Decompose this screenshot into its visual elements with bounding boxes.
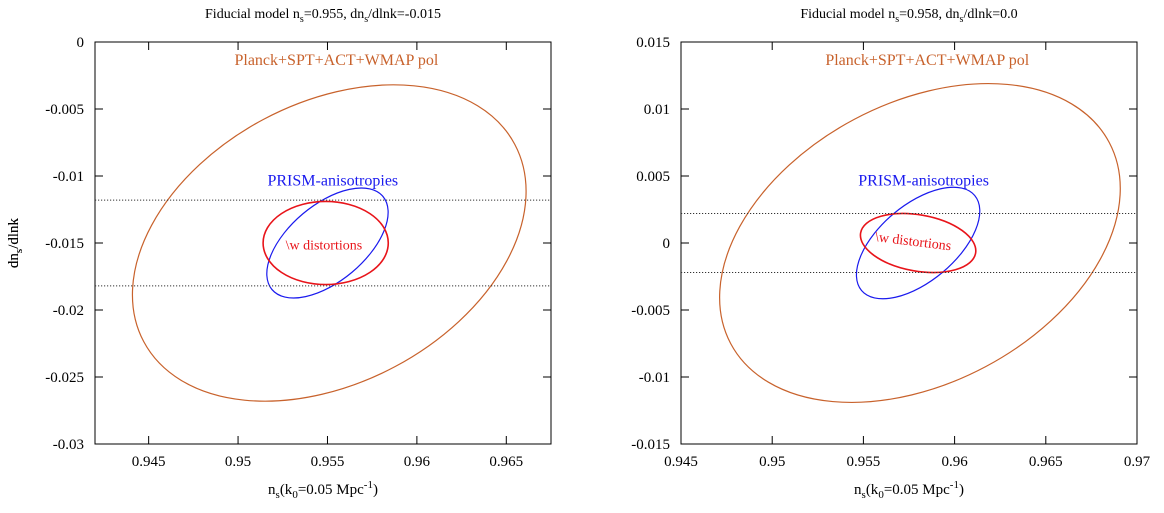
ellipse-planck-spt-act-wmap-pol-label: Planck+SPT+ACT+WMAP pol <box>234 52 438 69</box>
x-tick-label: 0.95 <box>225 454 251 470</box>
y-tick-label: 0 <box>77 35 85 51</box>
ellipse-planck-spt-act-wmap-pol-label: Planck+SPT+ACT+WMAP pol <box>825 52 1029 69</box>
x-tick-label: 0.965 <box>489 454 523 470</box>
y-tick-label: 0.005 <box>636 169 670 185</box>
x-tick-label: 0.965 <box>1029 454 1063 470</box>
ellipse-planck-spt-act-wmap-pol-contour <box>131 84 527 402</box>
chart-title: Fiducial model ns=0.955, dns/dlnk=-0.015 <box>205 7 441 25</box>
x-tick-label: 0.945 <box>132 454 166 470</box>
ellipse-w-distortions-label: \w distortions <box>286 239 363 254</box>
ellipse-planck-spt-act-wmap-pol-contour <box>719 82 1121 404</box>
y-tick-label: 0.015 <box>636 35 670 51</box>
ellipse-w-distortions-contour <box>859 212 977 274</box>
ellipse-prism-anisotropies-contour <box>266 187 389 299</box>
y-tick-label: -0.03 <box>53 437 84 453</box>
x-tick-label: 0.95 <box>759 454 785 470</box>
left-panel: Fiducial model ns=0.955, dns/dlnk=-0.015… <box>6 7 552 501</box>
x-tick-label: 0.96 <box>404 454 431 470</box>
y-tick-label: -0.01 <box>53 169 84 185</box>
y-tick-label: -0.015 <box>631 437 670 453</box>
y-axis-label: dns/dlnk <box>6 217 25 268</box>
y-tick-label: 0.01 <box>644 102 670 118</box>
ellipse-prism-anisotropies-label: PRISM-anisotropies <box>858 172 989 189</box>
ellipse-w-distortions-label: \w distortions <box>874 230 952 254</box>
ellipse-w-distortions-contour <box>262 200 390 286</box>
x-tick-label: 0.955 <box>311 454 345 470</box>
x-axis-label: ns(k0=0.05 Mpc-1) <box>268 479 378 501</box>
y-tick-label: -0.005 <box>45 102 84 118</box>
x-tick-label: 0.945 <box>664 454 698 470</box>
y-tick-label: -0.02 <box>53 303 84 319</box>
ellipse-prism-anisotropies-label: PRISM-anisotropies <box>267 172 398 189</box>
right-panel: Fiducial model ns=0.958, dns/dlnk=0.0 0.9… <box>6 7 1151 501</box>
y-tick-label: -0.025 <box>45 370 84 386</box>
x-tick-label: 0.955 <box>847 454 881 470</box>
x-axis-label: ns(k0=0.05 Mpc-1) <box>854 479 964 501</box>
y-tick-label: 0 <box>663 236 671 252</box>
y-tick-label: -0.015 <box>45 236 84 252</box>
y-tick-label: -0.005 <box>631 303 670 319</box>
y-tick-label: -0.01 <box>639 370 670 386</box>
chart-title: Fiducial model ns=0.958, dns/dlnk=0.0 <box>800 7 1017 25</box>
y-axis-label: dns/dlnk <box>6 217 25 268</box>
x-tick-label: 0.96 <box>941 454 968 470</box>
x-tick-label: 0.97 <box>1124 454 1151 470</box>
